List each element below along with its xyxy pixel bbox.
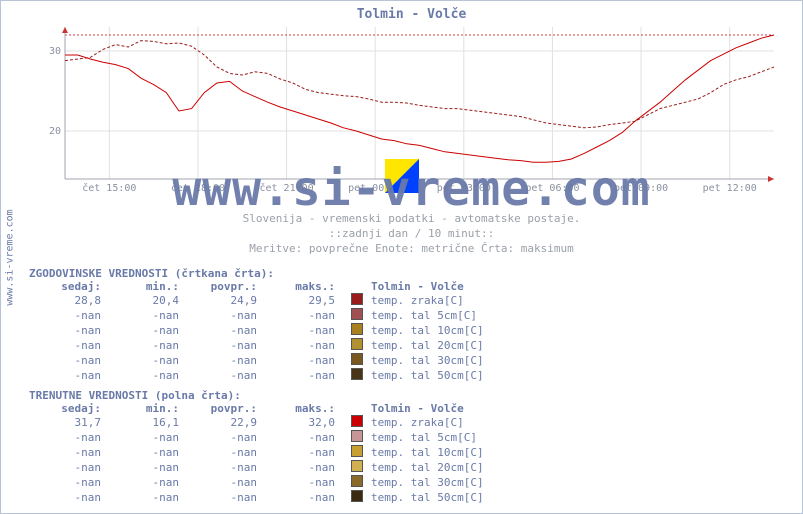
col-header: sedaj: (29, 402, 107, 415)
color-swatch (351, 338, 363, 350)
station-name: Tolmin - Volče (369, 402, 484, 415)
col-header: sedaj: (29, 280, 107, 293)
y-axis-label: www.si-vreme.com (1, 1, 19, 513)
series-label: temp. tal 30cm[C] (369, 475, 484, 490)
series-label: temp. tal 30cm[C] (369, 353, 484, 368)
svg-text:čet 21:00: čet 21:00 (259, 182, 313, 194)
station-name: Tolmin - Volče (369, 280, 484, 293)
svg-text:čet 15:00: čet 15:00 (82, 182, 136, 194)
series-label: temp. tal 20cm[C] (369, 460, 484, 475)
table-row: 31,716,122,932,0temp. zraka[C] (29, 415, 484, 430)
subtitle-line-3: Meritve: povprečne Enote: metrične Črta:… (41, 241, 782, 256)
table-row: -nan-nan-nan-nantemp. tal 5cm[C] (29, 430, 484, 445)
series-label: temp. tal 5cm[C] (369, 308, 484, 323)
col-header: povpr.: (185, 280, 263, 293)
col-header: min.: (107, 280, 185, 293)
series-label: temp. tal 20cm[C] (369, 338, 484, 353)
table-row: -nan-nan-nan-nantemp. tal 50cm[C] (29, 368, 484, 383)
series-label: temp. zraka[C] (369, 415, 484, 430)
table-row: -nan-nan-nan-nantemp. tal 30cm[C] (29, 353, 484, 368)
color-swatch (351, 293, 363, 305)
table-row: -nan-nan-nan-nantemp. tal 50cm[C] (29, 490, 484, 505)
svg-text:20: 20 (49, 126, 61, 137)
col-header: min.: (107, 402, 185, 415)
svg-text:čet 18:00: čet 18:00 (171, 182, 225, 194)
color-swatch (351, 460, 363, 472)
subtitle-line-2: ::zadnji dan / 10 minut:: (41, 226, 782, 241)
table-row: -nan-nan-nan-nantemp. tal 20cm[C] (29, 338, 484, 353)
color-swatch (351, 353, 363, 365)
color-swatch (351, 490, 363, 502)
svg-text:pet 09:00: pet 09:00 (614, 183, 668, 194)
svg-text:pet 03:00: pet 03:00 (437, 183, 491, 194)
current-title: TRENUTNE VREDNOSTI (polna črta): (29, 389, 792, 402)
col-header: povpr.: (185, 402, 263, 415)
center-flag-icon (385, 159, 419, 193)
color-swatch (351, 415, 363, 427)
series-label: temp. tal 10cm[C] (369, 445, 484, 460)
table-row: -nan-nan-nan-nantemp. tal 20cm[C] (29, 460, 484, 475)
historical-title: ZGODOVINSKE VREDNOSTI (črtkana črta): (29, 267, 792, 280)
subtitle-line-1: Slovenija - vremenski podatki - avtomats… (41, 211, 782, 226)
col-header: maks.: (263, 280, 341, 293)
series-label: temp. tal 5cm[C] (369, 430, 484, 445)
series-label: temp. tal 50cm[C] (369, 490, 484, 505)
chart-title: Tolmin - Volče (41, 7, 782, 22)
color-swatch (351, 368, 363, 380)
series-label: temp. zraka[C] (369, 293, 484, 308)
current-table: sedaj:min.:povpr.:maks.: Tolmin - Volče31… (29, 402, 484, 505)
col-header: maks.: (263, 402, 341, 415)
table-row: -nan-nan-nan-nantemp. tal 30cm[C] (29, 475, 484, 490)
table-row: -nan-nan-nan-nantemp. tal 10cm[C] (29, 323, 484, 338)
legend-tables: ZGODOVINSKE VREDNOSTI (črtkana črta): se… (29, 265, 792, 505)
series-label: temp. tal 10cm[C] (369, 323, 484, 338)
color-swatch (351, 323, 363, 335)
color-swatch (351, 475, 363, 487)
svg-text:30: 30 (49, 46, 61, 57)
table-row: -nan-nan-nan-nantemp. tal 10cm[C] (29, 445, 484, 460)
historical-table: sedaj:min.:povpr.:maks.: Tolmin - Volče28… (29, 280, 484, 383)
color-swatch (351, 445, 363, 457)
table-row: 28,820,424,929,5temp. zraka[C] (29, 293, 484, 308)
chart-frame: www.si-vreme.com Tolmin - Volče 20 30 čet … (0, 0, 803, 514)
color-swatch (351, 430, 363, 442)
series-label: temp. tal 50cm[C] (369, 368, 484, 383)
color-swatch (351, 308, 363, 320)
svg-text:pet 06:00: pet 06:00 (525, 183, 579, 194)
table-row: -nan-nan-nan-nantemp. tal 5cm[C] (29, 308, 484, 323)
svg-text:pet 12:00: pet 12:00 (703, 183, 757, 194)
